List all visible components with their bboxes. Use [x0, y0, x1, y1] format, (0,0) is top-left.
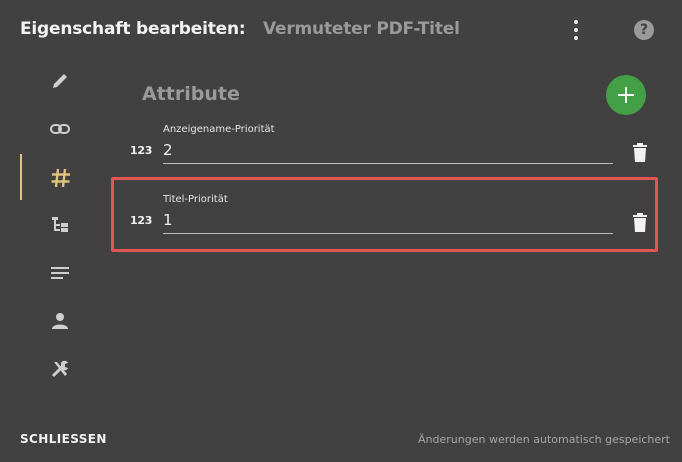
title-priority-input[interactable]: 1: [163, 211, 613, 234]
display-name-priority-input[interactable]: 2: [163, 141, 613, 164]
person-icon: [52, 313, 68, 329]
help-icon[interactable]: ?: [634, 20, 654, 40]
more-vert-icon[interactable]: [566, 18, 586, 42]
attribute-field: 123 Titel-Priorität 1: [130, 190, 660, 240]
highlight-frame: [111, 177, 658, 252]
close-button[interactable]: SCHLIESSEN: [20, 432, 107, 446]
nav-item-attributes[interactable]: [20, 154, 90, 200]
property-name: Vermuteter PDF-Titel: [263, 19, 460, 39]
number-type-icon: 123: [130, 214, 153, 227]
add-attribute-button[interactable]: [606, 75, 646, 115]
nav-item-tools[interactable]: [20, 346, 90, 392]
tools-icon: [51, 360, 68, 378]
hash-icon: [51, 168, 70, 188]
nav-item-link[interactable]: [20, 106, 90, 152]
pencil-icon: [53, 74, 67, 88]
tree-icon: [52, 217, 68, 232]
dialog-header: Eigenschaft bearbeiten: Vermuteter PDF-T…: [0, 0, 682, 60]
attribute-field: 123 Anzeigename-Priorität 2: [130, 120, 660, 170]
link-icon: [50, 124, 70, 134]
field-label: Anzeigename-Priorität: [163, 124, 275, 135]
lines-icon: [51, 267, 69, 279]
nav-item-text[interactable]: [20, 250, 90, 296]
field-label: Titel-Priorität: [163, 194, 228, 205]
trash-icon[interactable]: [632, 213, 648, 233]
dialog-title: Eigenschaft bearbeiten:: [20, 19, 246, 39]
trash-icon[interactable]: [632, 143, 648, 163]
autosave-note: Änderungen werden automatisch gespeicher…: [418, 433, 670, 446]
nav-item-edit[interactable]: [20, 58, 90, 104]
nav-item-tree[interactable]: [20, 202, 90, 248]
section-title: Attribute: [142, 83, 240, 105]
nav-item-user[interactable]: [20, 298, 90, 344]
number-type-icon: 123: [130, 144, 153, 157]
